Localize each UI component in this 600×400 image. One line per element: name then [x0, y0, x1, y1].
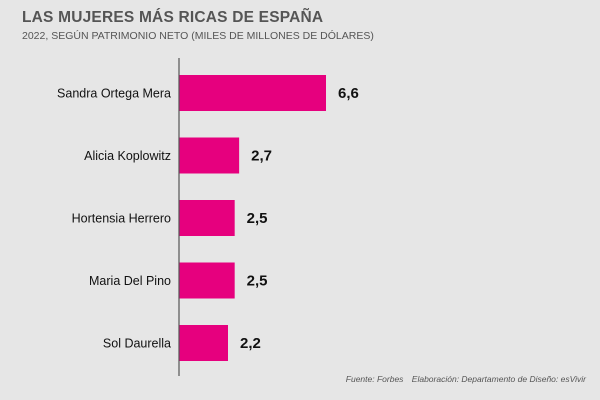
source-note: Fuente: Forbes Elaboración: Departamento…	[346, 374, 586, 384]
value-label: 2,7	[251, 148, 272, 165]
category-label: Sandra Ortega Mera	[57, 87, 171, 101]
category-label: Alicia Koplowitz	[84, 149, 171, 163]
credit-text: Elaboración: Departamento de Diseño: esV…	[411, 374, 586, 384]
bar-4	[179, 262, 235, 299]
category-label: Maria Del Pino	[89, 274, 171, 288]
value-label: 6,6	[338, 85, 359, 102]
chart-title: LAS MUJERES MÁS RICAS DE ESPAÑA	[22, 9, 324, 26]
category-label: Sol Daurella	[103, 337, 171, 351]
value-label: 2,5	[247, 210, 268, 227]
category-label: Hortensia Herrero	[72, 212, 171, 226]
value-label: 2,2	[240, 335, 261, 352]
chart-subtitle: 2022, SEGÚN PATRIMONIO NETO (MILES DE MI…	[22, 30, 374, 42]
bar-2	[179, 137, 240, 174]
source-text: Fuente: Forbes	[345, 374, 404, 384]
bar-5	[179, 325, 228, 361]
bar-3	[179, 200, 235, 236]
value-label: 2,5	[247, 273, 268, 290]
bar-1	[179, 75, 326, 111]
